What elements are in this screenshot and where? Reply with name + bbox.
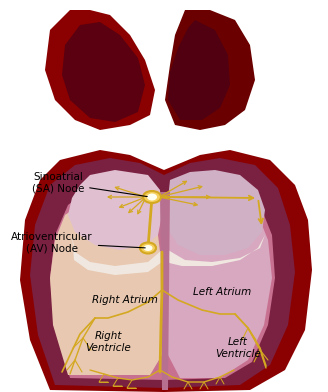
Ellipse shape: [140, 243, 156, 254]
Polygon shape: [45, 10, 155, 130]
Polygon shape: [168, 20, 230, 120]
Ellipse shape: [144, 245, 153, 251]
Polygon shape: [62, 22, 145, 122]
Polygon shape: [160, 192, 170, 390]
Text: Atrioventricular
(AV) Node: Atrioventricular (AV) Node: [11, 232, 145, 254]
Polygon shape: [30, 158, 295, 388]
Text: Left Atrium: Left Atrium: [193, 287, 251, 297]
Text: Right
Ventricle: Right Ventricle: [85, 331, 131, 353]
Polygon shape: [50, 182, 275, 380]
Polygon shape: [20, 150, 312, 392]
Text: Left
Ventricle: Left Ventricle: [215, 337, 261, 359]
Polygon shape: [168, 195, 272, 378]
Polygon shape: [167, 170, 265, 255]
Text: Sinoatrial
(SA) Node: Sinoatrial (SA) Node: [32, 172, 147, 196]
Polygon shape: [165, 10, 255, 130]
Text: Right Atrium: Right Atrium: [92, 295, 158, 305]
Polygon shape: [72, 235, 265, 275]
Ellipse shape: [147, 194, 157, 200]
Polygon shape: [68, 170, 162, 250]
Ellipse shape: [143, 191, 161, 203]
Polygon shape: [50, 200, 162, 375]
